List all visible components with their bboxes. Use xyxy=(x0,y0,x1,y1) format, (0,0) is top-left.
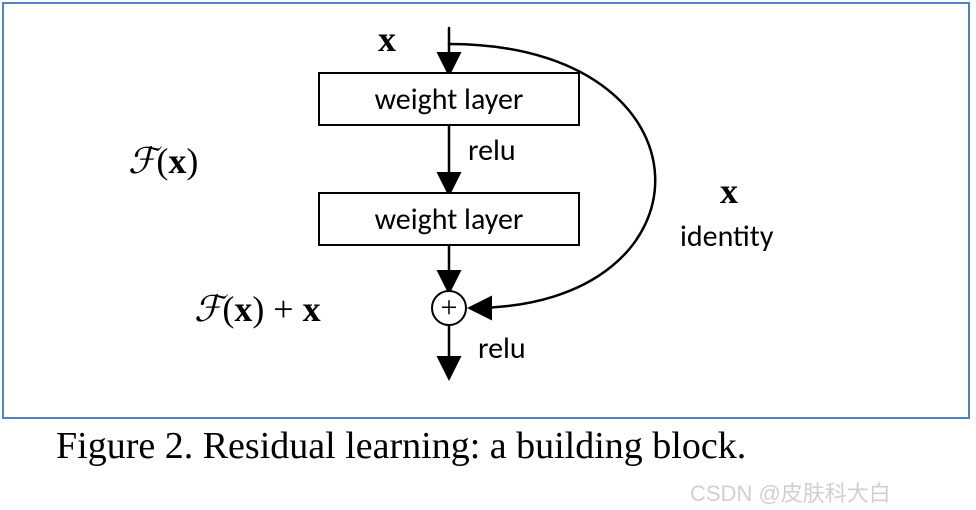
identity-x-label: x xyxy=(720,170,738,212)
fxpx-f-glyph: ℱ xyxy=(194,289,222,329)
sum-node: + xyxy=(431,290,467,326)
relu-1-label: relu xyxy=(468,132,516,169)
fx-f-glyph: ℱ xyxy=(128,141,156,181)
weight-layer-1: weight layer xyxy=(318,72,580,126)
watermark: CSDN @皮肤科大白 xyxy=(690,476,891,508)
fxpx-x: x xyxy=(303,289,321,329)
figure-caption: Figure 2. Residual learning: a building … xyxy=(56,424,746,468)
identity-text-label: identity xyxy=(680,218,773,255)
fx-plus-x-label: ℱ(x) + x xyxy=(194,288,321,330)
weight-layer-2-text: weight layer xyxy=(375,201,524,238)
input-x-label: x xyxy=(378,18,396,60)
sum-plus-icon: + xyxy=(441,292,458,324)
relu-2-label: relu xyxy=(478,330,526,367)
fx-label: ℱ(x) xyxy=(128,140,198,182)
weight-layer-2: weight layer xyxy=(318,192,580,246)
weight-layer-1-text: weight layer xyxy=(375,81,524,118)
fx-arg: (x) xyxy=(156,141,198,181)
fxpx-middle: (x) + xyxy=(222,289,302,329)
